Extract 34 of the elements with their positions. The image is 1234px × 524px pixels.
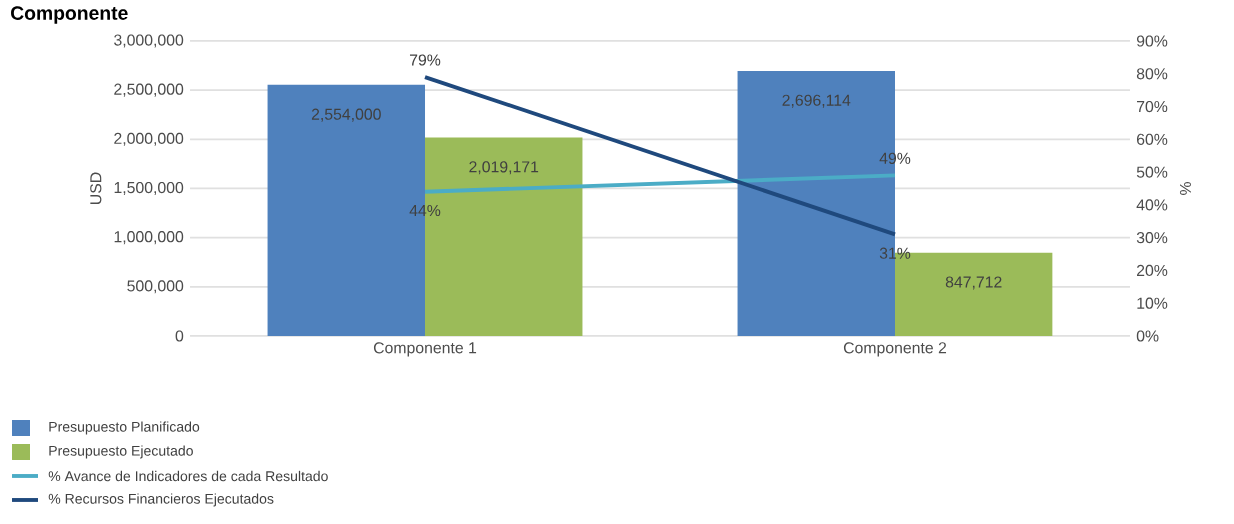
y2-tick-label: 10% [1137,297,1168,309]
y-tick-label: 2,500,000 [114,83,184,97]
y-tick-label: 1,500,000 [114,181,184,196]
legend-label: Presupuesto Planificado [49,421,200,435]
y2-tick-label: 40% [1136,199,1168,211]
y-tick-label: 500,000 [127,280,184,294]
data-label: 49% [879,152,911,164]
legend-label: % Avance de Indicadores de cada Resultado [48,470,328,482]
data-label: 847,712 [945,276,1002,290]
y-tick-label: 3,000,000 [114,34,184,48]
y2-tick-label: 20% [1137,264,1168,277]
data-label: 2,019,171 [469,161,539,175]
y2-tick-label: 0% [1136,330,1159,342]
x-tick-label: Componente 1 [373,342,477,357]
data-label: 79% [409,54,441,66]
y2-tick-label: 50% [1136,166,1168,178]
chart-title: Componente [11,6,128,24]
data-label: 44% [409,205,441,217]
y2-tick-label: 60% [1137,133,1168,145]
data-label: 2,696,114 [782,94,851,108]
y-axis-title: USD [90,172,102,204]
x-tick-label: Componente 2 [843,342,947,357]
y-tick-label: 1,000,000 [114,231,184,245]
legend-label: Presupuesto Ejecutado [49,445,193,459]
y2-tick-label: 80% [1136,68,1168,80]
y-tick-label: 0 [175,330,184,342]
y2-tick-label: 90% [1136,35,1168,47]
y2-tick-label: 30% [1136,232,1168,244]
y2-axis-title: % [1179,182,1191,195]
data-label: 2,554,000 [311,108,381,122]
y-tick-label: 2,000,000 [114,132,184,146]
data-label: 31% [879,247,911,259]
y2-tick-label: 70% [1137,100,1168,113]
legend-label: % Recursos Financieros Ejecutados [48,493,274,507]
